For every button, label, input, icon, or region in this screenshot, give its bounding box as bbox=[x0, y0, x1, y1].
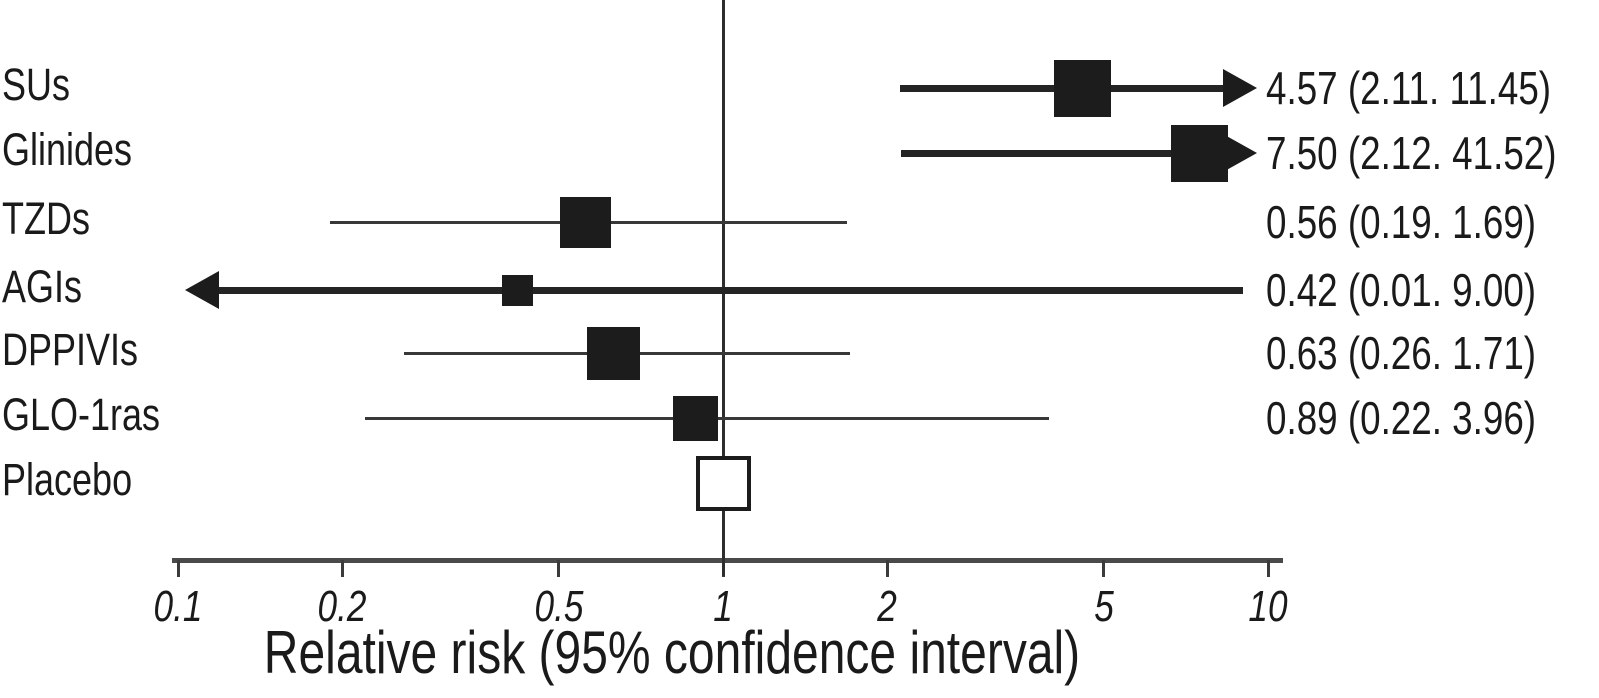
x-axis-tick bbox=[557, 560, 561, 577]
estimate-value-dppivis: 0.63 (0.26. 1.71) bbox=[1266, 327, 1537, 379]
x-axis-tick-label: 0.2 bbox=[317, 582, 367, 631]
ci-line bbox=[217, 286, 1244, 294]
x-axis-tick-label: 1 bbox=[713, 582, 733, 631]
estimate-marker-glo-1ras bbox=[672, 395, 718, 441]
x-axis-tick-label: 5 bbox=[1094, 582, 1114, 631]
row-label-glinides: Glinides bbox=[2, 124, 133, 175]
x-axis-tick bbox=[885, 560, 889, 577]
estimate-marker-dppivis bbox=[587, 326, 641, 380]
arrow-right-icon bbox=[1223, 134, 1257, 172]
row-label-tzds: TZDs bbox=[2, 193, 90, 244]
estimate-value-sus: 4.57 (2.11. 11.45) bbox=[1266, 62, 1552, 114]
estimate-marker-glinides bbox=[1171, 124, 1229, 182]
estimate-value-glinides: 7.50 (2.12. 41.52) bbox=[1266, 127, 1557, 179]
x-axis-line bbox=[172, 558, 1283, 563]
estimate-marker-placebo bbox=[695, 455, 751, 511]
x-axis-title: Relative risk (95% confidence interval) bbox=[263, 619, 1081, 686]
estimate-value-glo-1ras: 0.89 (0.22. 3.96) bbox=[1266, 392, 1537, 444]
x-axis-tick-label: 2 bbox=[877, 582, 897, 631]
x-axis-tick-label: 0.1 bbox=[153, 582, 203, 631]
estimate-value-tzds: 0.56 (0.19. 1.69) bbox=[1266, 196, 1537, 248]
arrow-right-icon bbox=[1223, 69, 1257, 107]
x-axis-tick bbox=[176, 560, 180, 577]
x-axis-tick bbox=[1266, 560, 1270, 577]
x-axis-tick bbox=[1102, 560, 1106, 577]
estimate-marker-agis bbox=[502, 274, 534, 306]
row-label-placebo: Placebo bbox=[2, 454, 133, 505]
row-label-glo-1ras: GLO-1ras bbox=[2, 389, 161, 440]
x-axis-tick bbox=[340, 560, 344, 577]
estimate-marker-tzds bbox=[560, 196, 612, 248]
row-label-agis: AGIs bbox=[2, 261, 83, 312]
estimate-marker-sus bbox=[1054, 59, 1112, 117]
row-label-sus: SUs bbox=[2, 59, 71, 110]
ci-line bbox=[900, 149, 1225, 157]
arrow-left-icon bbox=[185, 271, 219, 309]
x-axis-tick-label: 0.5 bbox=[534, 582, 584, 631]
estimate-value-agis: 0.42 (0.01. 9.00) bbox=[1266, 264, 1537, 316]
row-label-dppivis: DPPIVIs bbox=[2, 324, 139, 375]
x-axis-tick-label: 10 bbox=[1248, 582, 1288, 631]
